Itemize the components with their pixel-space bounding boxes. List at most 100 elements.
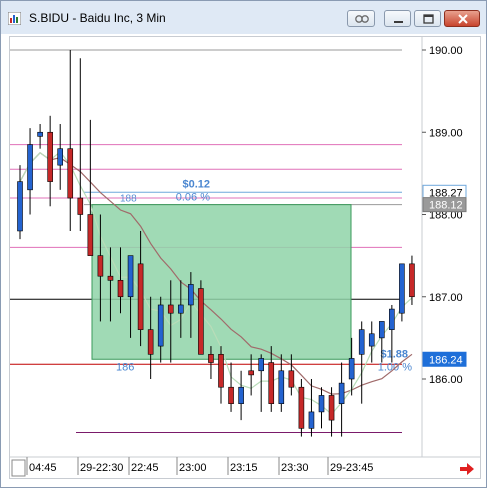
window-title: S.BIDU - Baidu Inc, 3 Min [29, 11, 166, 25]
candlestick[interactable] [298, 379, 305, 437]
candlestick[interactable] [47, 115, 53, 207]
candle-body [87, 214, 94, 256]
x-tick-label: 23:30 [281, 462, 309, 474]
candle-body [57, 148, 64, 166]
moving-average-line [19, 150, 413, 415]
candle-body [47, 131, 53, 182]
x-tick-label: 29-23:45 [330, 462, 373, 474]
measure-box: 188 $0.12 0.06 % 186 $1.88 1.00 % [91, 179, 412, 373]
x-tick-label: 04:45 [29, 462, 57, 474]
candle-body [157, 304, 164, 347]
candlestick[interactable] [97, 214, 104, 322]
candle-body [137, 263, 144, 330]
restore-button[interactable] [414, 10, 441, 27]
candlestick[interactable] [338, 362, 345, 437]
candlestick[interactable] [17, 165, 23, 240]
candlestick[interactable] [248, 354, 254, 396]
candle-body [378, 321, 385, 339]
candlestick[interactable] [389, 304, 395, 363]
time-axis[interactable]: 04:45 29-22:30 22:45 23:00 23:15 23:30 29-23:4… [26, 457, 373, 475]
candle-body [298, 386, 305, 429]
candlestick[interactable] [318, 387, 325, 429]
candlestick[interactable] [348, 337, 355, 396]
candlestick[interactable] [117, 247, 124, 314]
measure-bottom-left-label: 186 [116, 361, 134, 373]
minimize-icon [394, 21, 403, 23]
scroll-right-arrow[interactable] [460, 463, 474, 475]
candle-body [107, 275, 114, 281]
candlestick[interactable] [399, 263, 405, 322]
candlestick[interactable] [57, 124, 64, 190]
y-tick-label: 187.00 [429, 292, 463, 304]
candlestick[interactable] [308, 379, 315, 437]
candle-body [127, 255, 134, 298]
measure-rectangle[interactable] [91, 204, 352, 360]
candlestick[interactable] [147, 296, 154, 379]
candlestick[interactable] [87, 119, 94, 256]
candle-body [268, 362, 275, 404]
candle-body [208, 354, 214, 363]
candle-body [67, 148, 74, 199]
candle-body [228, 386, 234, 404]
candle-body [348, 358, 355, 380]
candlestick[interactable] [137, 230, 144, 347]
price-marker: 186.24 [422, 351, 467, 367]
measure-top-left-label: 188 [120, 194, 137, 205]
price-marker-label: 188.27 [429, 187, 463, 199]
close-button[interactable] [444, 10, 480, 27]
chart-panel[interactable]: 188 $0.12 0.06 % 186 $1.88 1.00 % 190.00… [9, 36, 481, 479]
candlestick[interactable] [208, 346, 214, 379]
y-tick-label: 188.00 [429, 210, 463, 222]
candlestick[interactable] [278, 354, 285, 412]
chart-app-icon [8, 12, 21, 25]
link-button[interactable] [347, 10, 375, 27]
candlestick[interactable] [107, 247, 114, 322]
candlestick[interactable] [188, 272, 194, 338]
candlestick[interactable] [127, 255, 134, 338]
candlestick[interactable] [67, 50, 74, 231]
candlestick[interactable] [167, 280, 174, 363]
candlestick[interactable] [27, 128, 33, 215]
candlestick[interactable] [218, 346, 224, 404]
x-tick-label: 23:00 [179, 462, 207, 474]
candle-body [117, 280, 124, 298]
candle-body [77, 197, 84, 215]
candle-body [278, 370, 285, 404]
candle-body [27, 144, 33, 191]
candlestick[interactable] [228, 362, 234, 412]
candle-body [389, 308, 395, 330]
price-marker-label: 186.24 [429, 354, 463, 366]
candlestick[interactable] [368, 321, 375, 363]
price-marker-label: 188.12 [429, 200, 463, 212]
candlestick[interactable] [238, 370, 244, 421]
candlestick[interactable] [409, 255, 415, 305]
candlestick[interactable] [378, 321, 385, 363]
candlestick[interactable] [258, 354, 264, 412]
candle-body [308, 411, 315, 429]
candlestick[interactable] [198, 280, 204, 355]
price-marker: 188.12 [422, 197, 467, 213]
candlestick[interactable] [178, 280, 184, 338]
title-bar[interactable]: S.BIDU - Baidu Inc, 3 Min [1, 1, 486, 34]
candle-body [318, 395, 325, 413]
price-chart[interactable]: 188 $0.12 0.06 % 186 $1.88 1.00 % 190.00… [10, 37, 480, 478]
right-arrow-icon [460, 463, 474, 475]
minimize-button[interactable] [384, 10, 411, 27]
candle-body [178, 304, 184, 314]
candle-body [97, 255, 104, 277]
price-axis[interactable]: 190.00 189.00 188.00 187.00 186.00 [422, 45, 463, 386]
moving-averages [19, 150, 413, 415]
candlestick[interactable] [37, 124, 43, 149]
time-axis-corner-box[interactable] [11, 459, 26, 477]
candle-body [399, 263, 405, 314]
candlestick[interactable] [157, 296, 164, 363]
candlestick[interactable] [328, 387, 335, 437]
candle-body [147, 329, 154, 355]
candlestick[interactable] [288, 354, 295, 396]
candlestick[interactable] [77, 58, 84, 231]
candlestick[interactable] [268, 346, 275, 412]
candlestick[interactable] [358, 321, 365, 404]
candlesticks [17, 50, 415, 437]
